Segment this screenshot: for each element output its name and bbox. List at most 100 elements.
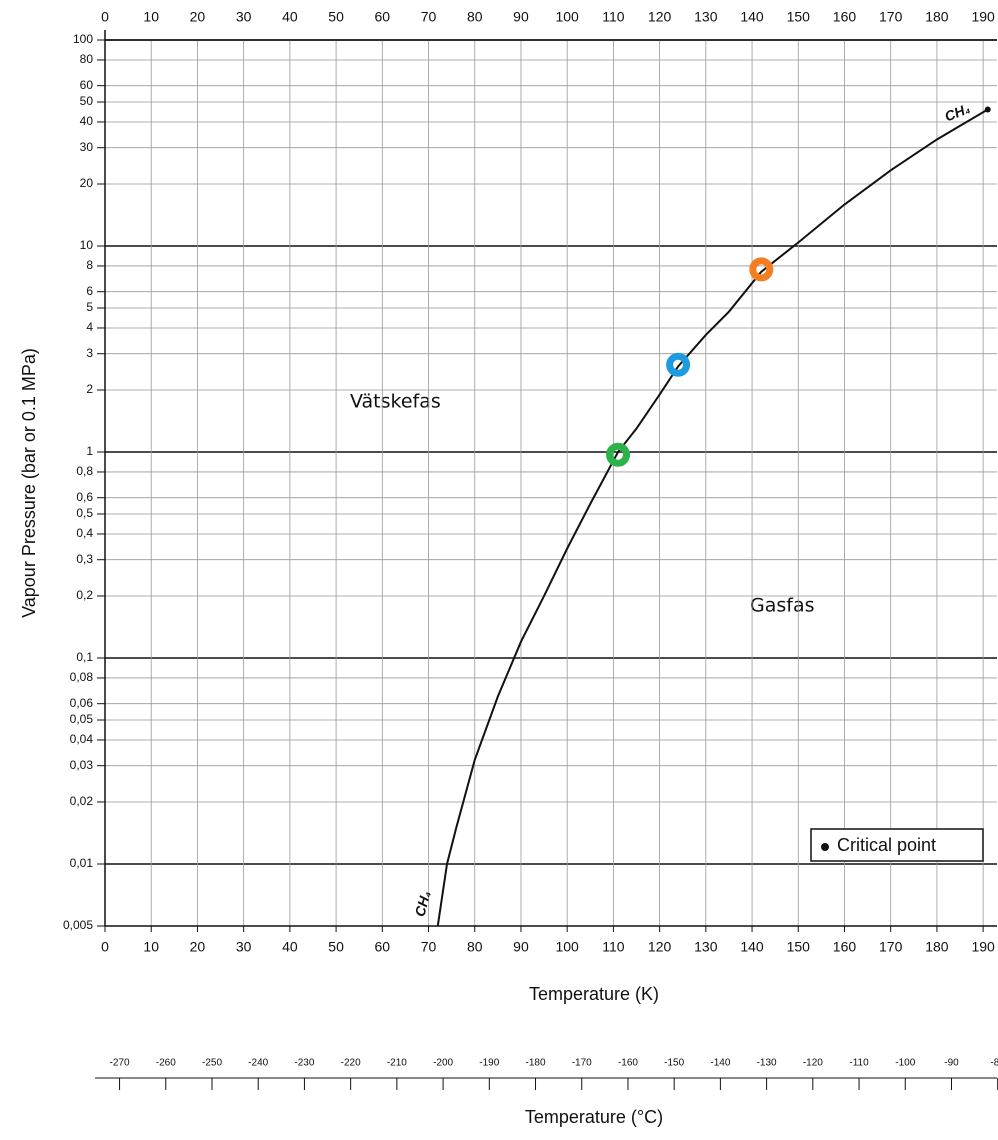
- x-tick-label-top: 180: [925, 9, 949, 25]
- marker: [749, 257, 774, 282]
- x-tick-label: 20: [190, 939, 206, 955]
- x-tick-label: 100: [555, 939, 579, 955]
- x-tick-label: 170: [879, 939, 903, 955]
- x2-tick-label: -210: [387, 1058, 407, 1069]
- y-tick-label: 2: [86, 382, 93, 396]
- x2-tick-label: -130: [757, 1058, 777, 1069]
- y-tick-label: 0,04: [70, 732, 94, 746]
- x-tick-label: 10: [143, 939, 159, 955]
- y-tick-label: 40: [80, 114, 94, 128]
- y-tick-label: 50: [80, 94, 94, 108]
- x-tick-label: 180: [925, 939, 949, 955]
- legend-box: [810, 828, 984, 862]
- y-axis-label: Vapour Pressure (bar or 0.1 MPa): [19, 348, 39, 618]
- y-tick-label: 4: [86, 320, 93, 334]
- y-tick-label: 0,005: [63, 918, 93, 932]
- y-tick-label: 8: [86, 258, 93, 272]
- y-tick-label: 0,01: [70, 856, 94, 870]
- x-tick-label: 70: [421, 939, 437, 955]
- x2-tick-label: -240: [248, 1058, 268, 1069]
- x-tick-label: 90: [513, 939, 529, 955]
- x2-axis-label: Temperature (°C): [525, 1107, 663, 1127]
- x-tick-label-top: 30: [236, 9, 252, 25]
- x2-tick-label: -260: [156, 1058, 176, 1069]
- x2-tick-label: -160: [618, 1058, 638, 1069]
- x-tick-label-top: 100: [555, 9, 579, 25]
- x-tick-label-top: 110: [602, 9, 625, 25]
- y-tick-label: 100: [73, 32, 93, 46]
- x2-tick-label: -270: [110, 1058, 130, 1069]
- x2-tick-label: -150: [664, 1058, 684, 1069]
- x2-tick-label: -230: [294, 1058, 314, 1069]
- x-tick-label-top: 190: [971, 9, 995, 25]
- x-tick-label-top: 130: [694, 9, 718, 25]
- curve: [436, 108, 989, 927]
- x-tick-label: 150: [787, 939, 811, 955]
- marker: [606, 442, 631, 467]
- y-tick-label: 0,3: [76, 552, 93, 566]
- x-tick-label-top: 160: [833, 9, 857, 25]
- y-tick-label: 0,05: [70, 712, 94, 726]
- annotation: Gasfas: [750, 595, 815, 617]
- x2-tick-label: -90: [944, 1058, 959, 1069]
- y-tick-label: 3: [86, 346, 93, 360]
- critical-point: [984, 106, 991, 113]
- x-tick-label: 190: [971, 939, 995, 955]
- y-tick-label: 6: [86, 284, 93, 298]
- x2-tick-label: -140: [710, 1058, 730, 1069]
- y-tick-label: 20: [80, 176, 94, 190]
- x-tick-label: 50: [328, 939, 344, 955]
- y-tick-label: 0,02: [70, 794, 94, 808]
- x-tick-label-top: 20: [190, 9, 206, 25]
- x-tick-label-top: 120: [648, 9, 672, 25]
- x2-tick-label: -120: [803, 1058, 823, 1069]
- y-tick-label: 0,5: [76, 506, 93, 520]
- x-tick-label-top: 0: [101, 9, 109, 25]
- x-tick-label-top: 140: [740, 9, 764, 25]
- x2-tick-label: -80: [990, 1058, 998, 1069]
- x-tick-label-top: 40: [282, 9, 298, 25]
- x-tick-label-top: 170: [879, 9, 903, 25]
- x-tick-label-top: 60: [375, 9, 391, 25]
- x-tick-label: 110: [602, 939, 625, 955]
- y-tick-label: 0,6: [76, 490, 93, 504]
- x2-tick-label: -180: [526, 1058, 546, 1069]
- x-tick-label: 60: [375, 939, 391, 955]
- x-tick-label: 120: [648, 939, 672, 955]
- y-tick-label: 0,03: [70, 758, 94, 772]
- x-tick-label: 0: [101, 939, 109, 955]
- y-tick-label: 80: [80, 52, 94, 66]
- x2-tick-label: -110: [849, 1058, 869, 1069]
- annotation: Vätskefas: [350, 391, 441, 413]
- y-tick-label: 0,4: [76, 526, 93, 540]
- y-tick-label: 60: [80, 78, 94, 92]
- y-tick-label: 0,2: [76, 588, 93, 602]
- y-tick-label: 0,08: [70, 670, 94, 684]
- x2-tick-label: -200: [433, 1058, 453, 1069]
- y-tick-label: 0,06: [70, 696, 94, 710]
- x2-tick-label: -170: [572, 1058, 592, 1069]
- x2-tick-label: -250: [202, 1058, 222, 1069]
- y-tick-label: 10: [80, 238, 94, 252]
- x-tick-label-top: 50: [328, 9, 344, 25]
- x-tick-label-top: 10: [143, 9, 159, 25]
- x-tick-label-top: 90: [513, 9, 529, 25]
- x-tick-label: 140: [740, 939, 764, 955]
- x-axis-label: Temperature (K): [529, 984, 659, 1004]
- legend-label: Critical point: [837, 835, 936, 855]
- y-tick-label: 0,8: [76, 464, 93, 478]
- x-tick-label: 160: [833, 939, 857, 955]
- x2-tick-label: -190: [479, 1058, 499, 1069]
- x-tick-label-top: 70: [421, 9, 437, 25]
- x2-tick-label: -220: [341, 1058, 361, 1069]
- legend-dot: [821, 843, 829, 851]
- x-tick-label: 30: [236, 939, 252, 955]
- x-tick-label-top: 80: [467, 9, 483, 25]
- x-tick-label-top: 150: [787, 9, 811, 25]
- marker: [666, 352, 691, 377]
- y-tick-label: 0,1: [76, 650, 93, 664]
- x-tick-label: 80: [467, 939, 483, 955]
- x2-tick-label: -100: [895, 1058, 915, 1069]
- y-tick-label: 5: [86, 300, 93, 314]
- curve-label: CH₄: [411, 889, 433, 918]
